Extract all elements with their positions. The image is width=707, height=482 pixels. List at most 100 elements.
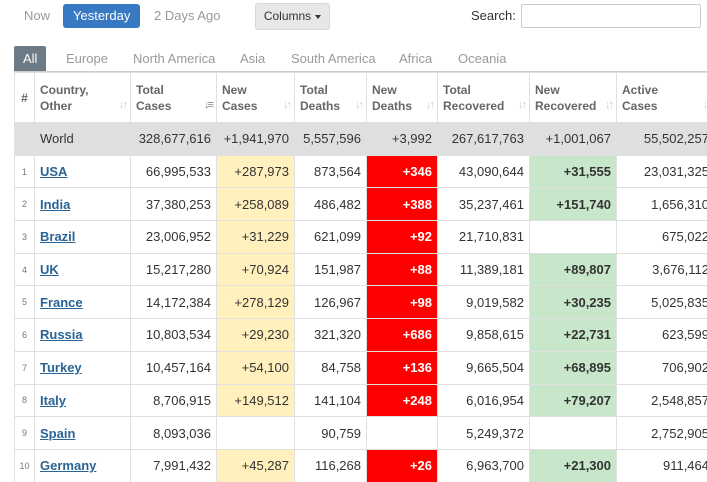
country-link[interactable]: Russia [40, 327, 83, 343]
header-total-recovered[interactable]: Total Recovered ↓↑ [437, 72, 530, 123]
new-cases-cell: +31,229 [216, 220, 295, 254]
world-row: World 328,677,616 +1,941,970 5,557,596 +… [14, 122, 707, 156]
world-new-recovered: +1,001,067 [529, 122, 617, 156]
total-recovered-cell: 6,963,700 [437, 448, 530, 482]
row-index: 3 [14, 220, 35, 254]
tab-oceania[interactable]: Oceania [458, 51, 507, 66]
total-deaths-cell: 321,320 [294, 318, 367, 352]
header-total-deaths-line2: Deaths [300, 98, 341, 113]
total-deaths-cell: 486,482 [294, 187, 367, 222]
columns-button-label: Columns [263, 9, 312, 23]
header-total-deaths-line1: Total [300, 82, 328, 97]
table-row: 7 Turkey 10,457,164 +54,100 84,758 +136 9,665,… [14, 350, 707, 385]
new-recovered-cell: +79,207 [529, 383, 617, 418]
header-total-recovered-line1: Total [443, 82, 471, 97]
new-recovered-cell: +30,235 [529, 285, 617, 320]
header-new-deaths-line2: Deaths [372, 98, 413, 113]
row-index: 9 [14, 416, 35, 450]
country-link[interactable]: France [40, 294, 83, 310]
header-country-line2: Other [40, 98, 73, 113]
table-row: 1 USA 66,995,533 +287,973 873,564 +346 43,090,… [14, 154, 707, 189]
new-deaths-cell: +248 [366, 383, 438, 418]
new-deaths-cell: +26 [366, 448, 438, 482]
total-recovered-cell: 6,016,954 [437, 383, 530, 418]
header-index: # [14, 72, 35, 123]
search-input[interactable] [521, 4, 701, 28]
total-recovered-cell: 11,389,181 [437, 252, 530, 287]
world-new-deaths: +3,992 [366, 122, 438, 156]
world-total-cases: 328,677,616 [130, 122, 217, 156]
new-recovered-cell: +22,731 [529, 318, 617, 352]
header-new-deaths[interactable]: New Deaths ↓↑ [366, 72, 438, 123]
table-row: 6 Russia 10,803,534 +29,230 321,320 +686 9,858… [14, 318, 707, 352]
sort-icon: ↓↑ [119, 99, 128, 111]
new-cases-cell: +258,089 [216, 187, 295, 222]
total-cases-cell: 8,093,036 [130, 416, 217, 450]
total-deaths-cell: 873,564 [294, 154, 367, 189]
active-cases-cell: 623,599 [616, 318, 707, 352]
header-total-deaths[interactable]: Total Deaths ↓↑ [294, 72, 367, 123]
header-active-cases-line2: Cases [622, 98, 658, 113]
header-new-recovered[interactable]: New Recovered ↓↑ [529, 72, 617, 123]
country-link[interactable]: Brazil [40, 229, 76, 245]
tab-all[interactable]: All [14, 46, 47, 72]
total-recovered-cell: 9,665,504 [437, 350, 530, 385]
country-link[interactable]: India [40, 196, 71, 212]
country-link[interactable]: Italy [40, 392, 67, 408]
tab-africa[interactable]: Africa [399, 51, 433, 66]
total-deaths-cell: 90,759 [294, 416, 367, 450]
two-days-ago-button[interactable]: 2 Days Ago [154, 8, 221, 23]
new-recovered-cell: +89,807 [529, 252, 617, 287]
columns-button[interactable]: Columns [255, 3, 330, 30]
total-recovered-cell: 43,090,644 [437, 154, 530, 189]
table-row: 5 France 14,172,384 +278,129 126,967 +98 9,019… [14, 285, 707, 320]
sort-icon: ↓↑ [605, 99, 614, 111]
active-cases-cell: 3,676,112 [616, 252, 707, 287]
new-deaths-cell: +686 [366, 318, 438, 352]
country-link[interactable]: USA [40, 164, 68, 180]
header-country[interactable]: Country, Other ↓↑ [34, 72, 131, 123]
new-cases-cell: +54,100 [216, 350, 295, 385]
sort-desc-icon: ↓≡ [204, 99, 214, 111]
tab-europe[interactable]: Europe [66, 51, 108, 66]
new-deaths-cell: +88 [366, 252, 438, 287]
world-index-cell [14, 122, 35, 156]
header-new-cases-line2: Cases [222, 98, 258, 113]
world-country: World [34, 122, 131, 156]
total-cases-cell: 8,706,915 [130, 383, 217, 418]
active-cases-cell: 911,464 [616, 448, 707, 482]
country-cell: Italy [34, 383, 131, 418]
new-cases-cell: +45,287 [216, 448, 295, 482]
sort-icon: ↓↑ [426, 99, 435, 111]
table-row: 3 Brazil 23,006,952 +31,229 621,099 +92 21,710… [14, 220, 707, 254]
header-new-cases[interactable]: New Cases ↓↑ [216, 72, 295, 123]
country-cell: Turkey [34, 350, 131, 385]
country-cell: UK [34, 252, 131, 287]
sort-icon: ↓↑ [355, 99, 364, 111]
total-cases-cell: 15,217,280 [130, 252, 217, 287]
header-total-cases[interactable]: Total Cases ↓≡ [130, 72, 217, 123]
total-recovered-cell: 21,710,831 [437, 220, 530, 254]
total-deaths-cell: 116,268 [294, 448, 367, 482]
country-link[interactable]: Spain [40, 425, 76, 441]
active-cases-cell: 23,031,325 [616, 154, 707, 189]
table-row: 4 UK 15,217,280 +70,924 151,987 +88 11,389,181… [14, 252, 707, 287]
row-index: 1 [14, 154, 35, 189]
country-link[interactable]: UK [40, 262, 59, 278]
country-link[interactable]: Turkey [40, 360, 82, 376]
new-cases-cell: +287,973 [216, 154, 295, 189]
country-link[interactable]: Germany [40, 458, 97, 474]
world-total-deaths: 5,557,596 [294, 122, 367, 156]
yesterday-button[interactable]: Yesterday [63, 4, 141, 28]
tab-south-america[interactable]: South America [291, 51, 376, 66]
sort-icon: ↓↑ [703, 99, 707, 111]
new-deaths-cell: +98 [366, 285, 438, 320]
tab-asia[interactable]: Asia [240, 51, 266, 66]
top-bar: Now Yesterday 2 Days Ago Columns Search: [0, 0, 707, 40]
new-cases-cell: +149,512 [216, 383, 295, 418]
now-button[interactable]: Now [24, 8, 51, 23]
total-cases-cell: 23,006,952 [130, 220, 217, 254]
new-deaths-cell: +346 [366, 154, 438, 189]
tab-north-america[interactable]: North America [133, 51, 216, 66]
